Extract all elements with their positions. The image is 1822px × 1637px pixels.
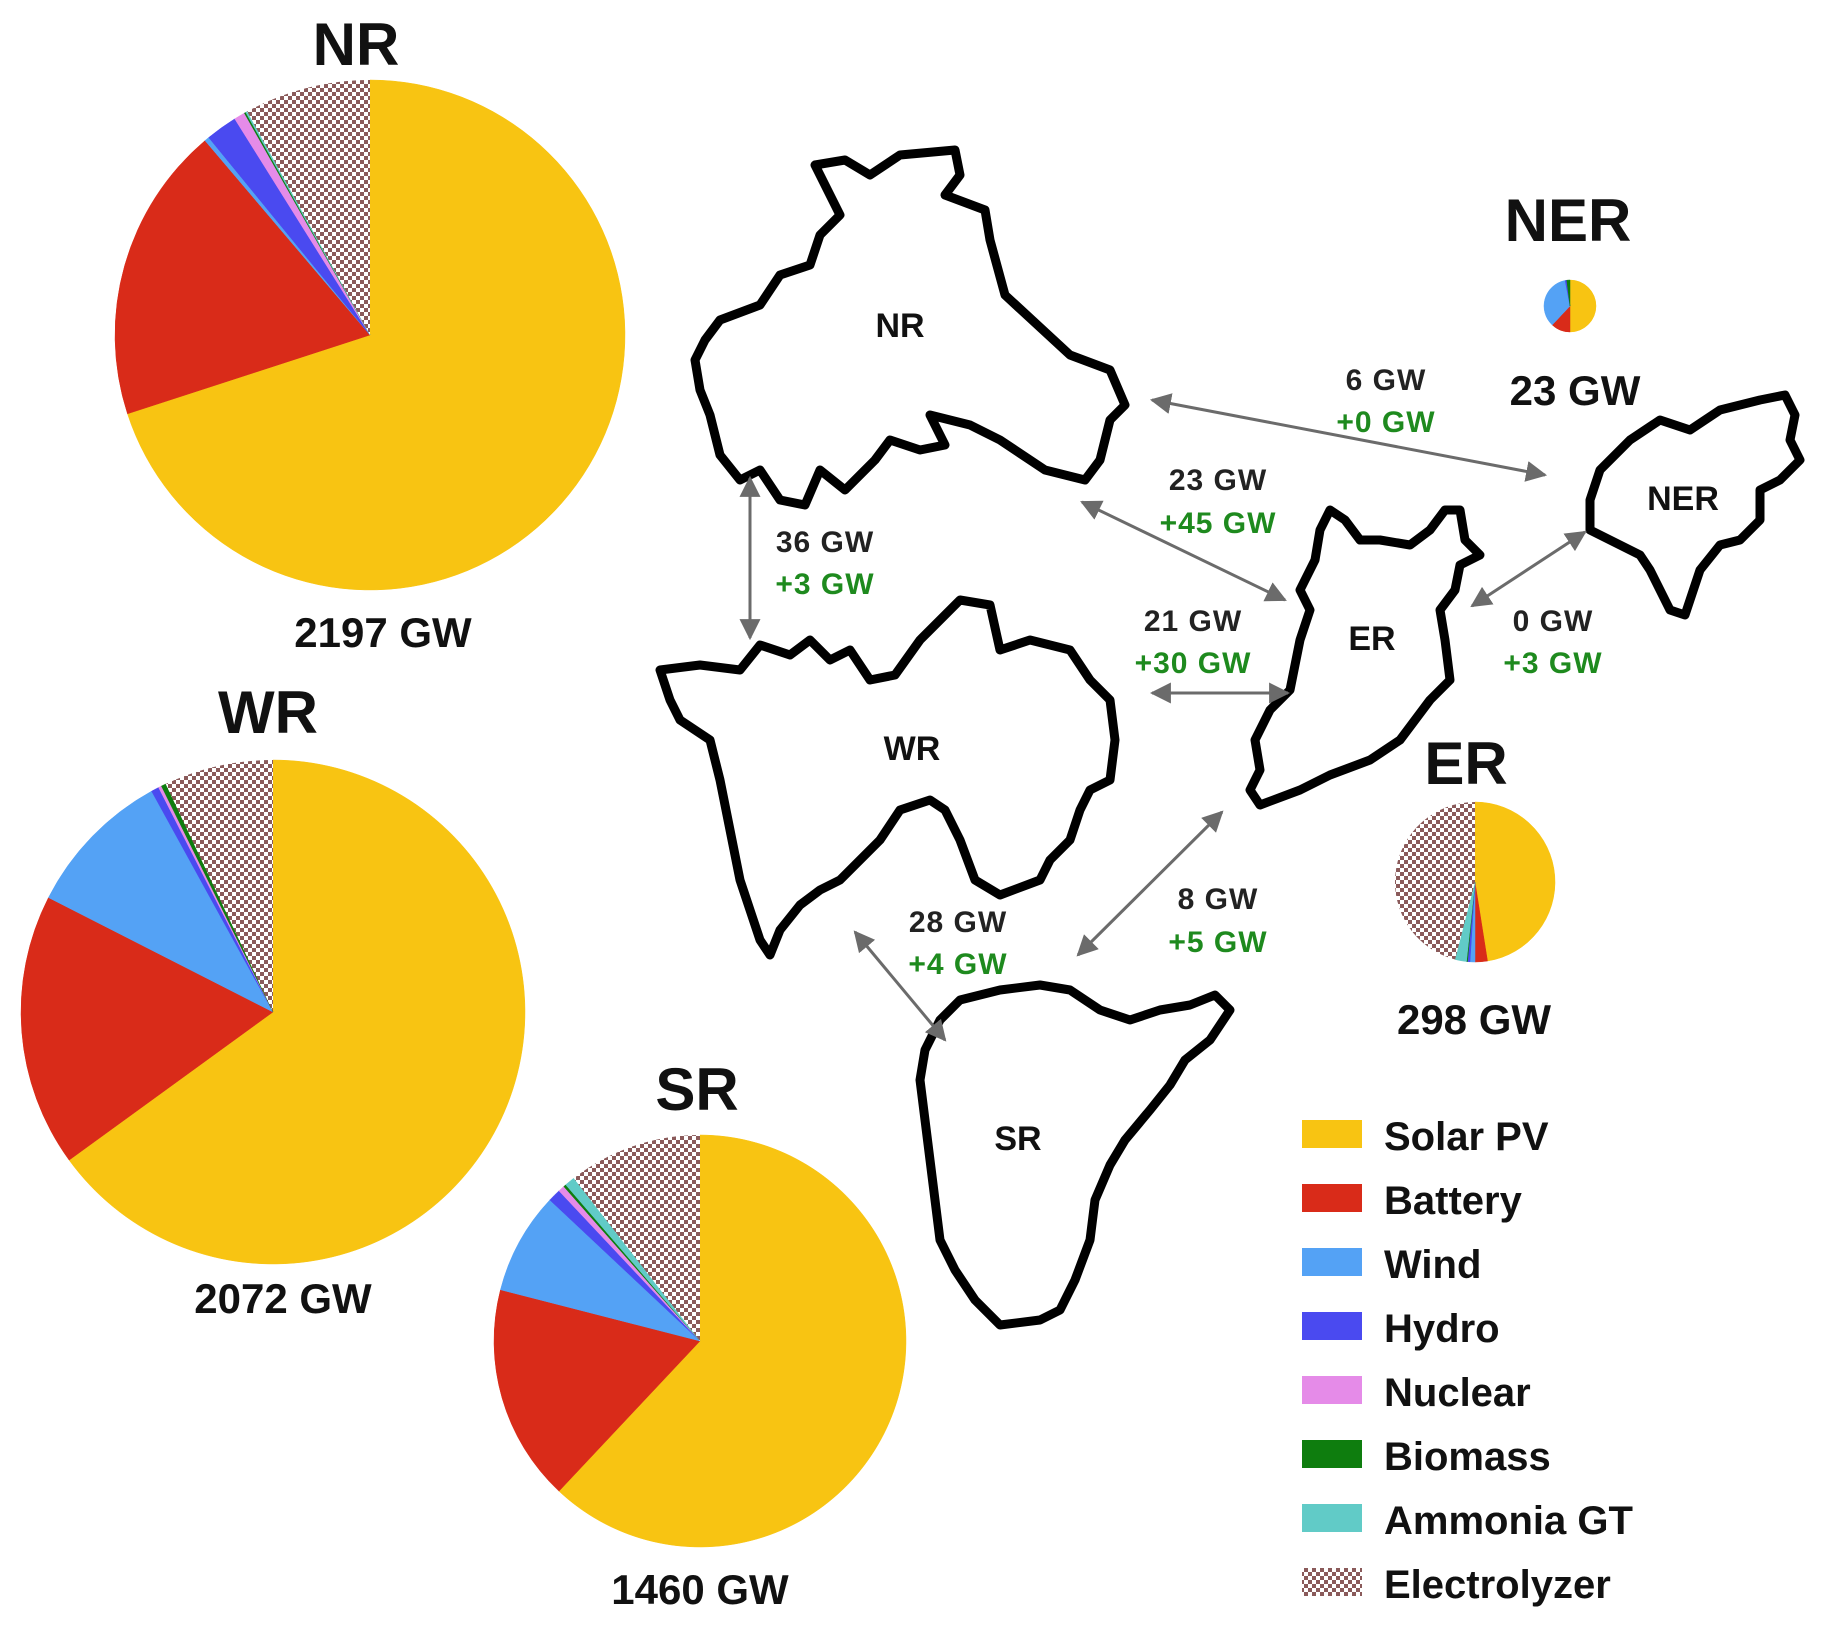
pie-slice-er-ammonia-gt (1454, 881, 1476, 962)
pie-nr: NR 2197 GW (114, 11, 626, 656)
pie-slice-wr-electrolyzer (165, 759, 273, 1012)
pie-slice-sr-solar-pv (558, 1134, 907, 1548)
pie-slice-wr-battery (20, 897, 274, 1161)
pie-slice-sr-electrolyzer (573, 1135, 700, 1341)
flow-nr-er-existing: 23 GW (1169, 464, 1267, 497)
legend-label-biomass: Biomass (1384, 1435, 1551, 1479)
transmission-arrows (739, 393, 1587, 1042)
map-label-sr: SR (994, 1120, 1041, 1158)
legend-swatch-electrolyzer (1302, 1568, 1362, 1596)
pie-slices-nr (114, 79, 626, 591)
legend-item-solar-pv: Solar PV (1302, 1115, 1549, 1159)
pie-title-ner: NER (1505, 187, 1632, 254)
pie-slice-sr-wind (500, 1199, 701, 1342)
pie-total-nr: 2197 GW (294, 609, 472, 656)
flow-er-sr-added: +5 GW (1168, 926, 1267, 959)
map-label-ner: NER (1647, 480, 1719, 518)
india-map (655, 145, 1805, 1330)
legend-label-nuclear: Nuclear (1384, 1371, 1531, 1415)
map-region-nr (690, 145, 1130, 510)
arrow-nr-ner (1149, 393, 1548, 482)
legend-item-nuclear: Nuclear (1302, 1371, 1531, 1415)
pie-slice-nr-ammonia-gt (245, 111, 371, 336)
flow-er-sr-existing: 8 GW (1178, 883, 1259, 916)
flow-er-ner-existing: 0 GW (1513, 605, 1594, 638)
pie-slice-ner-wind (1543, 280, 1571, 326)
map-label-wr: WR (884, 730, 941, 768)
legend-swatch-hydro (1302, 1312, 1362, 1340)
pie-slice-nr-battery (114, 140, 371, 415)
pie-slice-er-solar-pv (1474, 801, 1556, 962)
map-label-er: ER (1348, 620, 1395, 658)
map-labels: NR WR ER NER SR (875, 307, 1718, 1158)
pie-slice-wr-solar-pv (68, 759, 526, 1265)
arrow-er-ner (1470, 530, 1587, 608)
flow-wr-sr-existing: 28 GW (909, 906, 1007, 939)
flow-er-ner-added: +3 GW (1503, 647, 1602, 680)
flow-wr-er-added: +30 GW (1135, 647, 1252, 680)
legend-label-electrolyzer: Electrolyzer (1384, 1563, 1611, 1607)
flow-wr-sr-added: +4 GW (908, 948, 1007, 981)
pie-slices-er (1394, 801, 1556, 963)
legend-swatch-biomass (1302, 1440, 1362, 1468)
legend-label-battery: Battery (1384, 1179, 1523, 1223)
pie-slices-ner (1543, 279, 1597, 333)
legend-item-ammonia-gt: Ammonia GT (1302, 1499, 1633, 1543)
pie-slice-sr-ammonia-gt (565, 1177, 701, 1342)
pie-slice-nr-solar-pv (127, 79, 626, 591)
legend-swatch-nuclear (1302, 1376, 1362, 1404)
pie-slice-sr-battery (493, 1289, 701, 1492)
flow-nr-ner-existing: 6 GW (1346, 364, 1427, 397)
flow-nr-ner-added: +0 GW (1336, 406, 1435, 439)
pie-slice-wr-biomass (161, 783, 274, 1013)
legend-label-wind: Wind (1384, 1243, 1481, 1287)
map-region-wr (655, 595, 1120, 960)
map-label-nr: NR (875, 307, 924, 345)
pie-slice-ner-solar-pv (1569, 279, 1597, 333)
flow-nr-er-added: +45 GW (1160, 507, 1277, 540)
pie-total-wr: 2072 GW (194, 1275, 372, 1322)
flow-nr-wr-added: +3 GW (775, 568, 874, 601)
pie-title-nr: NR (313, 11, 400, 78)
legend-label-ammonia-gt: Ammonia GT (1384, 1499, 1633, 1543)
pie-total-ner: 23 GW (1510, 367, 1641, 414)
pie-title-er: ER (1424, 730, 1507, 797)
pie-title-sr: SR (655, 1056, 738, 1123)
pie-sr: SR 1460 GW (493, 1056, 907, 1613)
legend-item-hydro: Hydro (1302, 1307, 1500, 1351)
legend-swatch-solar-pv (1302, 1120, 1362, 1148)
pie-ner: NER 23 GW (1505, 187, 1641, 414)
pie-er: ER 298 GW (1394, 730, 1556, 1043)
legend: Solar PV Battery Wind Hydro Nuclear Biomass Am… (1302, 1115, 1633, 1607)
map-region-sr (915, 980, 1235, 1330)
map-region-ner (1585, 390, 1805, 620)
legend-swatch-ammonia-gt (1302, 1504, 1362, 1532)
legend-label-hydro: Hydro (1384, 1307, 1500, 1351)
pie-total-er: 298 GW (1397, 996, 1551, 1043)
flow-nr-wr-existing: 36 GW (776, 526, 874, 559)
legend-item-biomass: Biomass (1302, 1435, 1551, 1479)
pie-total-sr: 1460 GW (611, 1566, 789, 1613)
pie-slice-wr-wind (48, 790, 274, 1013)
legend-item-battery: Battery (1302, 1179, 1523, 1223)
arrow-wr-sr (853, 930, 947, 1042)
pie-slice-er-electrolyzer (1394, 801, 1475, 960)
pie-wr: WR 2072 GW (20, 679, 526, 1322)
flow-wr-er-existing: 21 GW (1144, 605, 1242, 638)
legend-swatch-battery (1302, 1184, 1362, 1212)
arrow-er-sr (1076, 810, 1224, 957)
pie-slices-wr (20, 759, 526, 1265)
pie-slices-sr (493, 1134, 907, 1548)
legend-label-solar-pv: Solar PV (1384, 1115, 1549, 1159)
transmission-labels: 36 GW +3 GW 6 GW +0 GW 23 GW +45 GW 21 G… (775, 364, 1602, 981)
pie-slice-nr-electrolyzer (247, 80, 370, 335)
arrow-nr-er (1080, 500, 1287, 602)
legend-item-electrolyzer: Electrolyzer (1302, 1563, 1611, 1607)
pie-slice-ner-biomass (1566, 279, 1571, 307)
legend-item-wind: Wind (1302, 1243, 1481, 1287)
legend-swatch-wind (1302, 1248, 1362, 1276)
pie-title-wr: WR (218, 679, 318, 746)
